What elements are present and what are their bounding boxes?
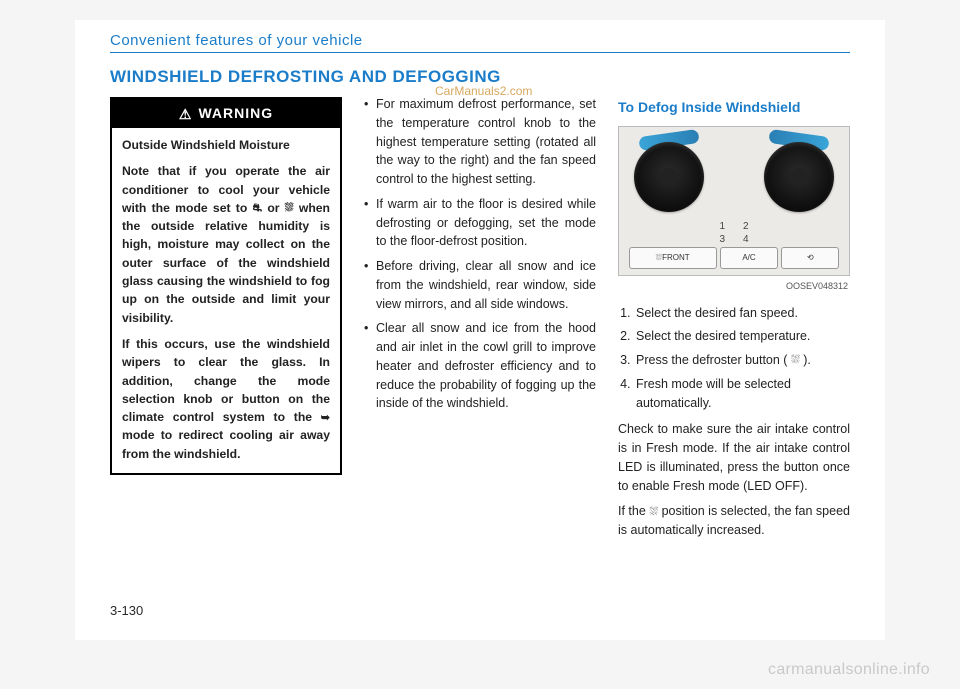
diagram-num-4: 4: [743, 232, 749, 247]
warning-body: Outside Windshield Moisture Note that if…: [112, 128, 340, 473]
warning-triangle-icon: ⚠: [179, 107, 193, 121]
warning-header: ⚠ WARNING: [112, 99, 340, 128]
bullet-3: Before driving, clear all snow and ice f…: [364, 257, 596, 313]
front-defrost-button: ⛆ FRONT: [629, 247, 717, 269]
bullet-1: For maximum defrost performance, set the…: [364, 95, 596, 189]
subheading-defog: To Defog Inside Windshield: [618, 97, 850, 118]
warning-label: WARNING: [198, 103, 273, 124]
step-2: Select the desired temperature.: [634, 327, 850, 346]
recirculation-button: ⟲: [781, 247, 839, 269]
section-header: Convenient features of your vehicle: [75, 20, 885, 52]
followup-paragraph-1: Check to make sure the air intake contro…: [618, 420, 850, 495]
defrost-icon: ⛆: [649, 504, 658, 521]
face-vent-icon: ➥: [321, 410, 330, 427]
ac-button: A/C: [720, 247, 778, 269]
page-number: 3-130: [110, 603, 143, 618]
column-3: To Defog Inside Windshield 1 2 3 4 ⛆ FRO…: [618, 95, 850, 547]
footer-watermark: carmanualsonline.info: [768, 661, 930, 679]
warning-paragraph-2: If this occurs, use the windshield wiper…: [122, 335, 330, 463]
step-1: Select the desired fan speed.: [634, 304, 850, 323]
bullet-4: Clear all snow and ice from the hood and…: [364, 319, 596, 413]
diagram-num-3: 3: [719, 232, 725, 247]
diagram-code: OOSEV048312: [618, 280, 850, 294]
bullet-list: For maximum defrost performance, set the…: [364, 95, 596, 413]
bullet-2: If warm air to the floor is desired whil…: [364, 195, 596, 251]
steps-list: Select the desired fan speed. Select the…: [618, 304, 850, 413]
warning-paragraph-1: Note that if you operate the air conditi…: [122, 162, 330, 327]
followup-paragraph-2: If the ⛆ position is selected, the fan s…: [618, 502, 850, 540]
column-1: ⚠ WARNING Outside Windshield Moisture No…: [110, 95, 342, 547]
step-4: Fresh mode will be selected automaticall…: [634, 375, 850, 413]
hvac-diagram: 1 2 3 4 ⛆ FRONT A/C ⟲: [618, 126, 850, 276]
column-2: For maximum defrost performance, set the…: [364, 95, 596, 547]
manual-page: Convenient features of your vehicle WIND…: [75, 20, 885, 640]
warning-subtitle: Outside Windshield Moisture: [122, 136, 330, 154]
defrost-icon: ⛆: [285, 200, 294, 217]
warning-box: ⚠ WARNING Outside Windshield Moisture No…: [110, 97, 342, 475]
defrost-icon: ⛆: [791, 352, 800, 369]
defrost-floor-icon: ⛐: [253, 200, 263, 217]
diagram-numbers-bottom: 3 4: [619, 232, 849, 247]
fan-speed-dial: [634, 142, 704, 212]
temperature-dial: [764, 142, 834, 212]
diagram-button-row: ⛆ FRONT A/C ⟲: [619, 247, 849, 269]
content-columns: ⚠ WARNING Outside Windshield Moisture No…: [75, 95, 885, 547]
step-3: Press the defroster button ( ⛆ ).: [634, 351, 850, 370]
